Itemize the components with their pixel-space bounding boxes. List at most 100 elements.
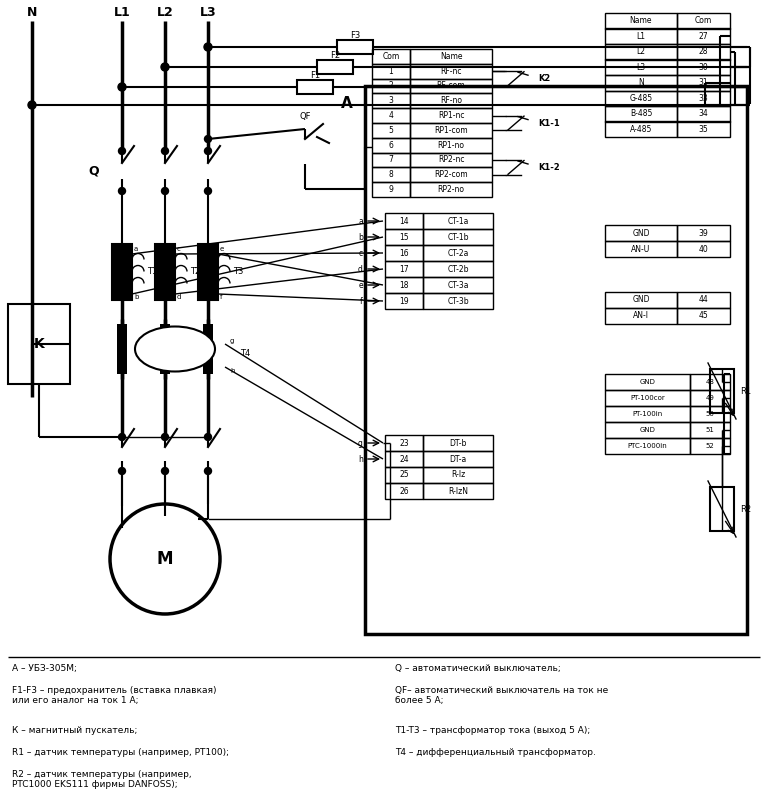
- Text: N: N: [638, 78, 644, 87]
- Bar: [423, 245, 493, 261]
- Text: a: a: [358, 217, 363, 226]
- Bar: [372, 123, 410, 138]
- Bar: [677, 28, 730, 44]
- Text: RP1-nc: RP1-nc: [438, 111, 464, 120]
- Bar: [385, 277, 423, 293]
- Text: 33: 33: [699, 94, 708, 103]
- Text: 7: 7: [389, 155, 393, 164]
- Text: 30: 30: [699, 63, 708, 72]
- Bar: [337, 40, 373, 54]
- Bar: [410, 108, 492, 123]
- Text: b: b: [134, 294, 138, 300]
- Bar: [605, 422, 690, 438]
- Bar: [385, 451, 423, 467]
- Bar: [605, 241, 677, 257]
- Text: CT-1a: CT-1a: [447, 217, 468, 226]
- Text: 3: 3: [389, 96, 393, 105]
- Bar: [372, 78, 410, 93]
- Bar: [690, 390, 730, 406]
- Text: K2: K2: [538, 74, 550, 83]
- Text: 52: 52: [706, 443, 714, 449]
- Text: 49: 49: [706, 395, 714, 401]
- Text: 19: 19: [399, 297, 409, 306]
- Bar: [677, 44, 730, 60]
- Bar: [423, 483, 493, 499]
- Text: DT-a: DT-a: [449, 455, 467, 464]
- Circle shape: [118, 188, 125, 194]
- Bar: [677, 121, 730, 137]
- Text: 4: 4: [389, 111, 393, 120]
- Text: T4: T4: [240, 349, 250, 358]
- Text: К – магнитный пускатель;: К – магнитный пускатель;: [12, 726, 137, 735]
- Text: f: f: [360, 297, 363, 306]
- Text: CT-1b: CT-1b: [447, 232, 468, 242]
- Bar: [423, 451, 493, 467]
- Circle shape: [204, 147, 211, 155]
- Text: K1-1: K1-1: [538, 118, 560, 128]
- Text: GND: GND: [632, 228, 650, 238]
- Circle shape: [161, 434, 168, 440]
- Text: 31: 31: [699, 78, 708, 87]
- Text: RP2-com: RP2-com: [434, 171, 468, 180]
- Text: RF-com: RF-com: [437, 82, 465, 91]
- Bar: [410, 49, 492, 64]
- Bar: [155, 244, 175, 299]
- Bar: [605, 13, 677, 28]
- Text: RP2-nc: RP2-nc: [438, 155, 464, 164]
- Bar: [385, 435, 423, 451]
- Bar: [385, 245, 423, 261]
- Bar: [372, 153, 410, 167]
- Bar: [365, 86, 747, 634]
- Bar: [372, 49, 410, 64]
- Circle shape: [28, 101, 36, 109]
- Bar: [605, 60, 677, 75]
- Circle shape: [161, 147, 168, 155]
- Text: AN-I: AN-I: [633, 311, 649, 320]
- Bar: [372, 138, 410, 153]
- Text: 24: 24: [399, 455, 409, 464]
- Text: Com: Com: [695, 16, 712, 25]
- Bar: [410, 64, 492, 78]
- Text: 51: 51: [706, 427, 714, 433]
- Text: 6: 6: [389, 141, 393, 150]
- Bar: [605, 390, 690, 406]
- Text: K1-2: K1-2: [538, 163, 560, 172]
- Bar: [690, 374, 730, 390]
- Text: GND: GND: [640, 427, 655, 433]
- Text: 35: 35: [699, 125, 708, 133]
- Bar: [410, 93, 492, 108]
- Text: g: g: [230, 338, 234, 344]
- Text: 34: 34: [699, 109, 708, 118]
- Text: Q – автоматический выключатель;: Q – автоматический выключатель;: [395, 664, 561, 673]
- Bar: [372, 64, 410, 78]
- Bar: [605, 225, 677, 241]
- Bar: [605, 44, 677, 60]
- Circle shape: [204, 188, 211, 194]
- Text: b: b: [358, 232, 363, 242]
- Bar: [297, 80, 333, 94]
- Circle shape: [204, 468, 211, 475]
- Bar: [372, 182, 410, 197]
- Text: RP1-com: RP1-com: [434, 126, 468, 135]
- Bar: [203, 324, 213, 374]
- Text: CT-3b: CT-3b: [447, 297, 468, 306]
- Bar: [690, 438, 730, 454]
- Bar: [423, 213, 493, 229]
- Text: L2: L2: [157, 6, 174, 19]
- Text: RP1-no: RP1-no: [438, 141, 465, 150]
- Text: 50: 50: [706, 411, 714, 417]
- Text: RF-no: RF-no: [440, 96, 462, 105]
- Bar: [317, 60, 353, 74]
- Text: R1: R1: [740, 387, 751, 396]
- Bar: [605, 292, 677, 308]
- Text: 16: 16: [399, 248, 409, 257]
- Text: e: e: [220, 246, 224, 252]
- Text: Name: Name: [440, 52, 462, 61]
- Text: e: e: [359, 281, 363, 290]
- Text: F2: F2: [330, 50, 340, 60]
- Bar: [410, 167, 492, 182]
- Text: R2 – датчик температуры (например,
PTC1000 EKS111 фирмы DANFOSS);: R2 – датчик температуры (например, PTC10…: [12, 770, 192, 790]
- Text: R-IzN: R-IzN: [448, 486, 468, 495]
- Text: CT-2a: CT-2a: [447, 248, 468, 257]
- Bar: [372, 167, 410, 182]
